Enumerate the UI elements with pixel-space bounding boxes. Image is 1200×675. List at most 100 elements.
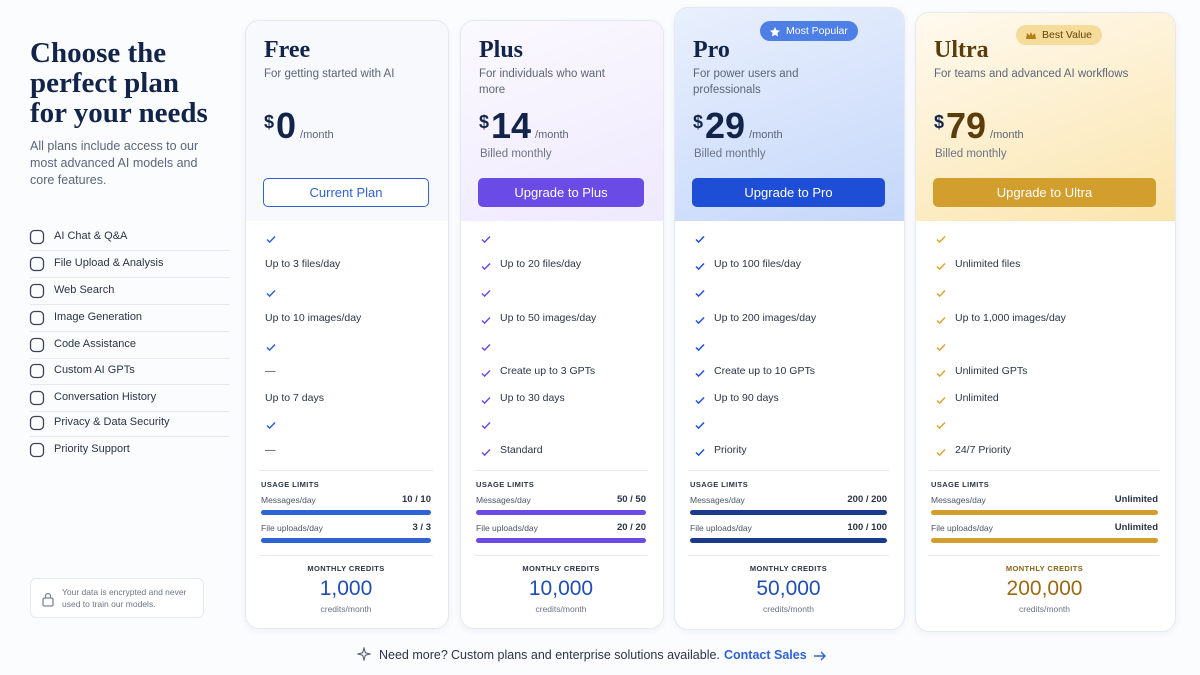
feature-separator [30, 436, 230, 437]
credits-value: 200,000 [1006, 577, 1083, 600]
price-currency: $ [934, 112, 945, 132]
feature-value: Up to 1,000 images/day [955, 312, 1066, 324]
section-separator [474, 555, 648, 556]
usage-value: 50 / 50 [616, 494, 646, 505]
plan-name: Plus [479, 37, 524, 63]
usage-label: File uploads/day [476, 523, 538, 533]
security-note: Your data is encrypted and never used to… [62, 587, 187, 609]
footer-text: Custom plans and enterprise solutions av… [451, 648, 720, 662]
section-separator [929, 470, 1160, 471]
credits-title: MONTHLY CREDITS [1005, 564, 1084, 573]
check-icon [480, 313, 492, 325]
feature-icon [29, 390, 45, 406]
price-period: /month [300, 129, 334, 141]
usage-label: Messages/day [261, 495, 316, 505]
feature-value: Up to 50 images/day [500, 312, 597, 324]
usage-bar [931, 510, 1158, 515]
feature-icon [29, 442, 45, 458]
check-icon [694, 259, 706, 271]
feature-value: Up to 200 images/day [714, 312, 817, 324]
check-icon [265, 340, 277, 352]
usage-value: 20 / 20 [616, 522, 646, 533]
check-icon [694, 418, 706, 430]
usage-bar [476, 510, 646, 515]
usage-label: File uploads/day [931, 523, 993, 533]
feature-label: Privacy & Data Security [54, 416, 170, 428]
check-icon [694, 286, 706, 298]
feature-separator [30, 250, 230, 251]
usage-label: Messages/day [476, 495, 531, 505]
plan-button[interactable]: Current Plan [263, 178, 429, 207]
badge-icon [769, 25, 781, 37]
check-icon [694, 232, 706, 244]
feature-value: Up to 7 days [265, 392, 324, 404]
contact-sales-link[interactable]: Contact Sales [724, 648, 807, 662]
feature-value: Up to 100 files/day [714, 258, 801, 270]
credits-unit: credits/month [1018, 604, 1071, 614]
price-period: /month [990, 129, 1024, 141]
credits-value: 50,000 [756, 577, 821, 600]
feature-label: Priority Support [54, 443, 130, 455]
feature-value: Create up to 10 GPTs [714, 365, 815, 377]
check-icon [935, 366, 947, 378]
feature-label: File Upload & Analysis [54, 257, 164, 269]
price-currency: $ [264, 112, 275, 132]
check-icon [480, 286, 492, 298]
credits-unit: credits/month [535, 604, 587, 614]
feature-icon [29, 363, 45, 379]
section-separator [259, 555, 433, 556]
check-icon [265, 286, 277, 298]
credits-value: 1,000 [319, 577, 373, 600]
feature-separator [30, 331, 230, 332]
credits-unit: credits/month [762, 604, 815, 614]
usage-value: 200 / 200 [847, 494, 887, 505]
check-icon [694, 313, 706, 325]
check-icon [265, 232, 277, 244]
page-subtitle: All plans include access to our most adv… [30, 139, 199, 187]
credits-title: MONTHLY CREDITS [307, 564, 385, 573]
plan-description: For individuals who want more [479, 68, 605, 96]
badge-text: Best Value [1042, 29, 1093, 41]
feature-label: AI Chat & Q&A [54, 230, 128, 242]
footer-lead: Need more? [379, 648, 448, 662]
plan-badge: Most Popular [760, 21, 858, 41]
plan-name: Ultra [934, 37, 989, 63]
usage-value: Unlimited [1114, 494, 1158, 505]
feature-value: Up to 3 files/day [265, 258, 341, 270]
usage-title: USAGE LIMITS [261, 480, 320, 489]
check-icon [480, 393, 492, 405]
feature-value: 24/7 Priority [955, 444, 1012, 456]
section-separator [259, 470, 433, 471]
feature-label: Web Search [54, 284, 115, 296]
check-icon [480, 445, 492, 457]
check-icon [935, 286, 947, 298]
usage-value: 10 / 10 [401, 494, 431, 505]
feature-separator [30, 411, 230, 412]
badge-text: Most Popular [786, 25, 848, 37]
feature-icon [29, 256, 45, 272]
check-icon [935, 259, 947, 271]
page-title: Choose the perfect plan for your needs [30, 37, 208, 129]
feature-label: Code Assistance [54, 338, 136, 350]
plan-badge: Best Value [1016, 25, 1103, 45]
feature-label: Image Generation [54, 311, 143, 323]
check-icon [480, 418, 492, 430]
usage-label: Messages/day [931, 495, 986, 505]
check-icon [694, 445, 706, 457]
usage-bar [690, 510, 887, 515]
feature-value: Unlimited files [955, 258, 1021, 270]
usage-label: Messages/day [690, 495, 745, 505]
feature-value: Priority [714, 444, 747, 456]
plan-button[interactable]: Upgrade to Plus [478, 178, 644, 207]
price-amount: 79 [946, 105, 987, 146]
feature-separator [30, 304, 230, 305]
usage-title: USAGE LIMITS [690, 480, 749, 489]
usage-bar [690, 538, 887, 543]
plan-button[interactable]: Upgrade to Ultra [933, 178, 1156, 207]
feature-separator [30, 384, 230, 385]
feature-value: Create up to 3 GPTs [500, 365, 596, 377]
plan-button[interactable]: Upgrade to Pro [692, 178, 885, 207]
arrow-icon [813, 649, 827, 661]
